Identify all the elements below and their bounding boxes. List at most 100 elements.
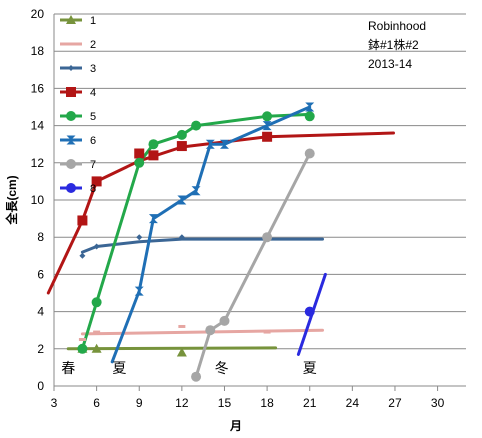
legend-marker-2 [67,42,75,46]
legend-label-2: 2 [90,39,96,51]
legend-label-5: 5 [90,111,96,123]
legend-marker-8 [66,183,76,193]
y-tick-label: 10 [31,193,45,207]
x-tick-label: 15 [218,396,232,410]
data-point-1 [176,347,187,357]
data-point-5 [304,111,315,122]
data-point-4 [91,176,102,187]
data-point-3 [178,234,185,241]
series-line-2 [80,328,324,336]
data-point-2 [93,330,101,334]
trend-layer [46,105,395,379]
axis-layer [53,14,466,391]
data-point-3 [136,234,143,241]
x-tick-label: 6 [93,396,100,410]
x-tick-label: 9 [136,396,143,410]
x-tick-label: 21 [303,396,317,410]
series-line-5 [80,112,312,351]
annotation-block: Robinhood 鉢#1株#2 2013-14 [368,19,426,71]
legend-label-1: 1 [90,15,96,27]
data-point-2 [78,338,86,341]
data-point-2 [178,324,186,328]
data-point-5 [91,297,102,308]
data-point-1 [91,343,102,353]
legend-label-3: 3 [90,63,96,75]
legend-marker-4 [66,87,76,97]
y-tick-label: 14 [31,119,45,133]
y-tick-label: 16 [31,81,45,95]
data-point-6 [262,121,272,131]
data-point-4 [262,131,273,142]
data-point-4 [77,215,88,226]
data-point-7 [191,371,202,382]
y-tick-label: 18 [31,44,45,58]
data-point-6 [134,286,144,296]
legend-label-6: 6 [90,135,96,147]
data-point-3 [93,243,100,250]
y-axis-title: 全長(cm) [4,175,19,225]
y-tick-label: 2 [37,342,44,356]
season-label: 冬 [215,361,229,377]
annotation-line: Robinhood [368,19,426,33]
data-point-6 [177,195,187,205]
data-point-3 [79,252,86,259]
season-label: 春 [61,361,75,377]
data-point-6 [148,214,158,224]
data-point-4 [134,148,145,159]
y-tick-label: 12 [31,156,45,170]
x-tick-label: 3 [51,396,58,410]
season-label: 夏 [303,361,317,377]
legend-marker-6 [66,135,76,145]
data-point-4 [148,150,159,161]
series-line-3 [80,237,324,254]
legend-marker-3 [68,65,74,71]
legend-marker-1 [66,15,76,24]
data-point-5 [77,343,88,354]
annotation-line: 鉢#1株#2 [368,37,419,52]
season-label: 夏 [112,361,126,377]
legend: 1 2 3 4 5 6 7 8 [60,15,96,195]
x-tick-label: 27 [388,396,402,410]
y-tick-label: 0 [37,379,44,393]
data-point-7 [205,325,216,336]
series-line-4 [46,131,395,295]
x-tick-label: 18 [260,396,274,410]
x-tick-label: 30 [431,396,445,410]
legend-marker-7 [66,159,76,169]
series-line-6 [110,105,312,364]
data-point-8 [304,306,315,317]
data-point-5 [176,129,187,140]
grid-layer [54,13,466,350]
data-point-6 [305,102,315,112]
legend-label-4: 4 [90,87,96,99]
series-line-1 [66,346,278,351]
data-point-7 [262,232,273,243]
data-point-6 [191,186,201,196]
data-point-5 [191,120,202,131]
y-tick-label: 4 [37,305,44,319]
data-point-5 [148,139,159,150]
legend-marker-5 [66,111,76,121]
x-tick-label: 24 [346,396,360,410]
data-point-6 [205,139,215,149]
data-point-2 [263,330,271,334]
data-point-6 [219,139,229,149]
legend-label-7: 7 [90,159,96,171]
data-point-5 [262,111,273,122]
annotation-line: 2013-14 [368,57,412,71]
y-tick-label: 8 [37,230,44,244]
y-tick-label: 20 [31,7,45,21]
series-line-7 [194,152,312,379]
data-point-7 [304,148,315,159]
x-tick-label: 12 [175,396,189,410]
data-point-5 [134,157,145,168]
data-point-4 [176,141,187,152]
legend-label-8: 8 [90,183,96,195]
marker-layer [77,102,315,382]
y-tick-label: 6 [37,267,44,281]
x-axis-title: 月 [229,419,242,433]
data-point-7 [219,315,230,326]
